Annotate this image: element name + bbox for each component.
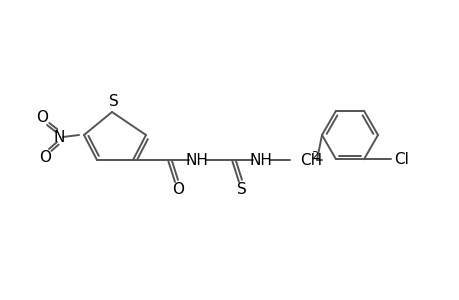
- Text: Cl: Cl: [394, 152, 409, 167]
- Text: CH: CH: [299, 152, 321, 167]
- Text: NH: NH: [185, 152, 208, 167]
- Text: O: O: [172, 182, 184, 196]
- Text: N: N: [53, 130, 65, 145]
- Text: O: O: [36, 110, 48, 124]
- Text: 2: 2: [311, 151, 318, 161]
- Text: O: O: [39, 149, 51, 164]
- Text: S: S: [109, 94, 118, 109]
- Text: NH: NH: [249, 152, 272, 167]
- Text: S: S: [236, 182, 246, 196]
